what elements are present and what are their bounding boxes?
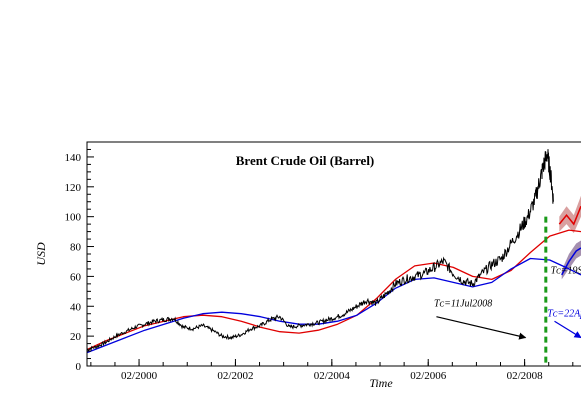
annotation-label: Tᴄ=22Apr2 bbox=[547, 309, 581, 320]
x-axis-title: Time bbox=[369, 376, 393, 390]
y-tick-label: 80 bbox=[70, 242, 82, 254]
x-tick-label: 02/2002 bbox=[217, 370, 253, 382]
annotation-arrow bbox=[554, 320, 581, 339]
annotations: Tᴄ=11Jul2008 Tᴄ=19Sep Tᴄ=22Apr2 bbox=[434, 265, 581, 319]
annotation-label: Tᴄ=11Jul2008 bbox=[434, 298, 492, 309]
x-tick-label: 02/2004 bbox=[314, 370, 351, 382]
y-tick-label: 60 bbox=[70, 271, 82, 283]
forecast-bands bbox=[558, 195, 581, 280]
x-tick-label: 02/2008 bbox=[507, 370, 544, 382]
y-tick-label: 140 bbox=[65, 152, 82, 164]
y-tick-label: 40 bbox=[70, 301, 82, 313]
forecast-center-line bbox=[561, 247, 581, 276]
fit-series-line bbox=[86, 229, 581, 351]
y-tick-label: 100 bbox=[65, 212, 82, 224]
chart-title: Brent Crude Oil (Barrel) bbox=[236, 153, 375, 168]
x-tick-label: 02/2006 bbox=[410, 370, 447, 382]
y-axis: 0 20 40 60 80 100 120 140 bbox=[65, 141, 94, 373]
price-series-line bbox=[86, 149, 554, 352]
x-tick-label: 02/2000 bbox=[121, 370, 158, 382]
annotation-label: Tᴄ=19Sep bbox=[551, 265, 581, 276]
series-lines bbox=[86, 149, 581, 354]
y-axis-title: USD bbox=[34, 242, 48, 266]
annotation-arrow bbox=[436, 316, 527, 340]
forecast-center-line bbox=[558, 205, 581, 226]
annotation-arrows bbox=[436, 316, 581, 340]
y-tick-label: 120 bbox=[65, 182, 82, 194]
y-tick-label: 0 bbox=[76, 361, 82, 373]
y-tick-label: 20 bbox=[70, 331, 82, 343]
fit-series-line bbox=[86, 257, 581, 354]
forecast-band bbox=[559, 195, 581, 234]
